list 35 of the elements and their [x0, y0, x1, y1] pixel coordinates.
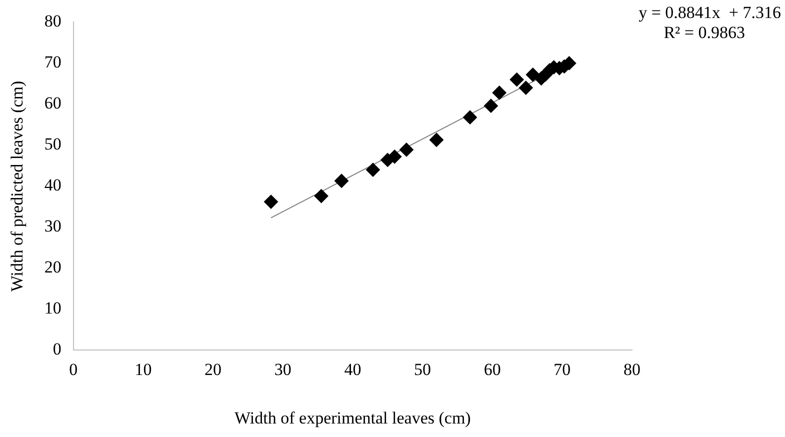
x-tick-label: 40 [344, 360, 362, 379]
y-axis-title: Width of predicted leaves (cm) [8, 80, 27, 292]
text: y = 0.8841x + 7.316 [638, 2, 781, 22]
x-tick-label: 30 [274, 360, 292, 379]
x-axis-title: Width of experimental leaves (cm) [234, 408, 471, 428]
text: R² = 0.9863 [664, 22, 745, 42]
y-tick-label: 80 [44, 12, 62, 31]
y-tick-label: 70 [44, 52, 62, 72]
point [366, 162, 380, 177]
y-tick-label: 10 [44, 298, 62, 318]
x-tick-label: 70 [554, 360, 571, 379]
point [314, 189, 328, 204]
point [484, 98, 498, 113]
point [429, 132, 444, 147]
y-tick-label: 40 [44, 176, 62, 195]
point [510, 72, 524, 87]
point [463, 110, 478, 124]
point [492, 86, 506, 100]
x-tick-label: 50 [414, 360, 432, 379]
y-tick-label: 0 [52, 340, 62, 359]
point [399, 142, 414, 157]
x-tick-label: 80 [624, 360, 640, 379]
point [264, 194, 278, 209]
point [518, 80, 533, 95]
y-tick-label: 20 [44, 258, 62, 277]
point [334, 174, 349, 188]
point [526, 68, 540, 82]
x-tick-label: 0 [69, 360, 78, 379]
point [388, 150, 402, 164]
x-tick-label: 20 [204, 360, 222, 379]
y-tick-label: 30 [44, 216, 62, 236]
y-tick-label: 60 [44, 94, 62, 113]
y-tick-label: 50 [44, 134, 62, 154]
x-tick-label: 10 [134, 360, 152, 379]
x-tick-label: 60 [484, 360, 501, 379]
